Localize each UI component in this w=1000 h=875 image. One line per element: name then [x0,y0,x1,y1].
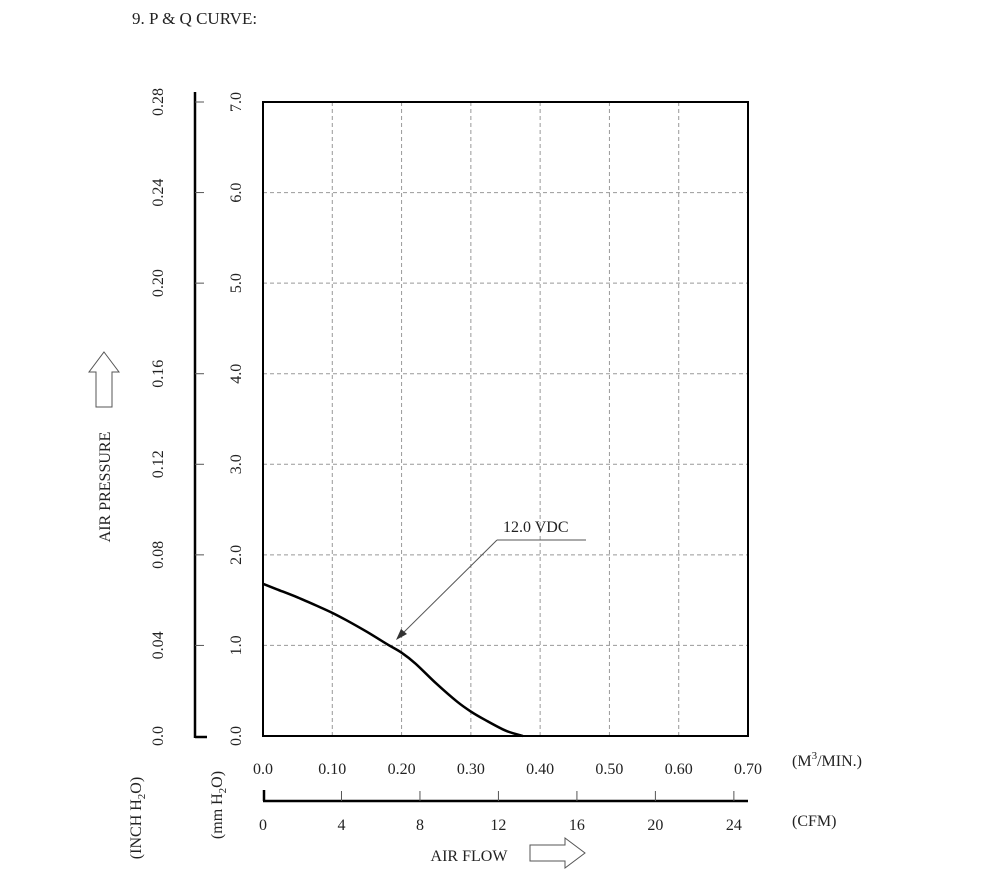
x-secondary-tick-label: 12 [490,817,506,834]
x-primary-tick-label: 0.30 [457,761,485,778]
x-secondary-tick-label: 24 [726,817,742,834]
grid [263,102,748,736]
x-primary-tick-label: 0.50 [595,761,623,778]
y-primary-tick-label: 7.0 [228,92,245,112]
up-arrow-icon [88,351,120,408]
y-secondary-tick-label: 0.08 [150,541,167,569]
y-secondary-tick-label: 0.24 [150,179,167,207]
x-primary-tick-label: 0.40 [526,761,554,778]
x-axis-label: AIR FLOW [431,848,509,865]
x-secondary-tick-label: 20 [647,817,663,834]
annotation-arrowhead [396,629,407,640]
y-axis-inch-h2o: 0.0 0.04 0.08 0.12 0.16 0.20 0.24 0.28 [150,88,207,746]
x-secondary-tick-label: 16 [569,817,585,834]
y-secondary-unit-label: (INCH H2O) [128,777,148,859]
plot-frame [262,101,749,737]
right-arrow-icon [529,837,586,869]
y-primary-unit-label: (mm H2O) [209,771,229,839]
y-secondary-tick-label: 0.20 [150,269,167,297]
y-secondary-tick-label: 0.0 [150,726,167,746]
x-axis-m3-min: 0.0 0.10 0.20 0.30 0.40 0.50 0.60 0.70 [253,761,762,778]
series-line-12vdc [262,582,524,738]
x-secondary-unit-label: (CFM) [792,813,836,830]
x-secondary-tick-label: 4 [337,817,345,834]
y-secondary-tick-label: 0.16 [150,360,167,388]
y-primary-tick-label: 1.0 [228,635,245,655]
x-primary-tick-label: 0.70 [734,761,762,778]
page-title: 9. P & Q CURVE: [132,9,257,28]
x-primary-tick-label: 0.0 [253,761,273,778]
x-secondary-tick-label: 0 [259,817,267,834]
x-secondary-tick-label: 8 [416,817,424,834]
y-primary-tick-label: 0.0 [228,726,245,746]
y-primary-tick-label: 4.0 [228,364,245,384]
y-secondary-tick-label: 0.04 [150,631,167,659]
x-axis-cfm: 0 4 8 12 16 20 24 [259,790,748,834]
x-primary-tick-label: 0.20 [388,761,416,778]
y-primary-tick-label: 5.0 [228,273,245,293]
y-primary-tick-label: 2.0 [228,545,245,565]
y-secondary-tick-label: 0.28 [150,88,167,116]
x-primary-unit-label: (M3/MIN.) [792,750,862,770]
y-axis-mm-h2o: 0.0 1.0 2.0 3.0 4.0 5.0 6.0 7.0 [228,92,245,746]
y-primary-tick-label: 6.0 [228,183,245,203]
x-primary-tick-label: 0.60 [665,761,693,778]
y-secondary-tick-label: 0.12 [150,450,167,478]
y-primary-tick-label: 3.0 [228,454,245,474]
x-primary-tick-label: 0.10 [318,761,346,778]
annotation-leader-line [397,539,498,639]
y-axis-label: AIR PRESSURE [97,432,114,543]
annotation-label: 12.0 VDC [503,519,569,536]
